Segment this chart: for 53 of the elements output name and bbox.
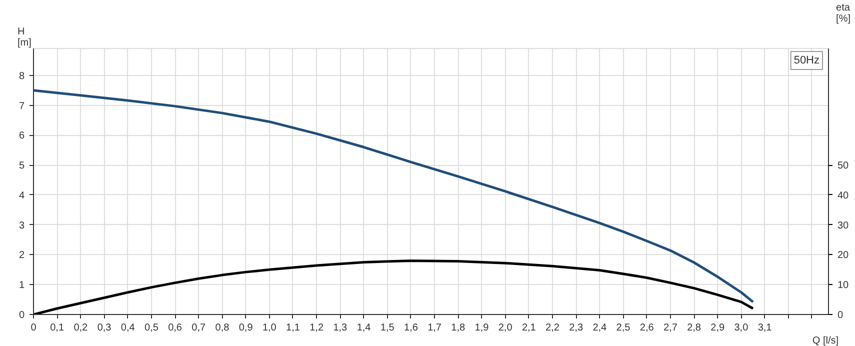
x-tick-label: 0,8 <box>215 322 230 334</box>
x-tick-label: 2,5 <box>616 322 631 334</box>
x-axis-title: Q [l/s] <box>812 336 839 346</box>
x-tick-label: 2,1 <box>522 322 536 334</box>
x-tick-label: 0,9 <box>238 322 254 334</box>
x-tick-label: 0,5 <box>144 322 159 334</box>
x-tick-label: 2,6 <box>640 322 654 334</box>
x-tick-label: 3,0 <box>734 322 749 334</box>
x-tick-label: 1,7 <box>428 322 442 334</box>
x-tick-label: 1,3 <box>333 322 348 334</box>
y-tick-label: 4 <box>18 190 25 202</box>
y-tick-label: 3 <box>18 220 25 232</box>
x-tick-label: 1,9 <box>474 322 490 334</box>
x-tick-label: 2,9 <box>710 322 726 334</box>
y2-tick-label: 30 <box>838 220 850 232</box>
y-tick-label: 6 <box>18 130 25 142</box>
x-tick-label: 0 <box>30 322 37 334</box>
line-series <box>34 259 754 314</box>
line-series <box>34 89 754 304</box>
x-tick-label: 1,5 <box>380 322 395 334</box>
x-tick-label: 2,2 <box>546 322 560 334</box>
x-tick-label: 3,1 <box>758 322 772 334</box>
annotation: 50Hz <box>794 54 820 66</box>
x-tick-label: 0,7 <box>192 322 206 334</box>
x-tick-label: 0,1 <box>50 322 64 334</box>
x-tick-label: 0,6 <box>168 322 182 334</box>
x-tick-label: 2,7 <box>663 322 678 334</box>
x-tick-label: 1,8 <box>451 322 466 334</box>
y-tick-label: 2 <box>18 250 25 262</box>
y-tick-label: 7 <box>18 100 25 112</box>
y2-tick-label: 0 <box>838 310 844 321</box>
x-tick-label: 2,8 <box>687 322 702 334</box>
x-tick-label: 1,1 <box>286 322 300 334</box>
x-tick-label: 0,4 <box>120 322 136 334</box>
y-axis-title: H [m] <box>18 26 32 48</box>
x-tick-label: 0,3 <box>97 322 112 334</box>
x-tick-label: 1,4 <box>356 322 372 334</box>
x-tick-label: 2,3 <box>569 322 584 334</box>
y-tick-label: 5 <box>18 160 25 172</box>
x-tick-label: 1,0 <box>262 322 277 334</box>
y-tick-label: 1 <box>18 280 25 292</box>
y-tick-label: 8 <box>18 70 25 82</box>
x-tick-label: 2,0 <box>498 322 513 334</box>
x-tick-label: 2,4 <box>592 322 608 334</box>
y2-tick-label: 50 <box>838 160 850 172</box>
x-tick-label: 1,2 <box>310 322 324 334</box>
y2-axis-title: eta [%] <box>836 2 851 24</box>
y2-tick-label: 40 <box>838 190 850 202</box>
y-tick-label: 0 <box>18 310 25 321</box>
x-tick-label: 0,2 <box>74 322 88 334</box>
x-tick-label: 1,6 <box>404 322 418 334</box>
y2-tick-label: 20 <box>838 250 850 262</box>
y2-tick-label: 10 <box>838 280 850 292</box>
